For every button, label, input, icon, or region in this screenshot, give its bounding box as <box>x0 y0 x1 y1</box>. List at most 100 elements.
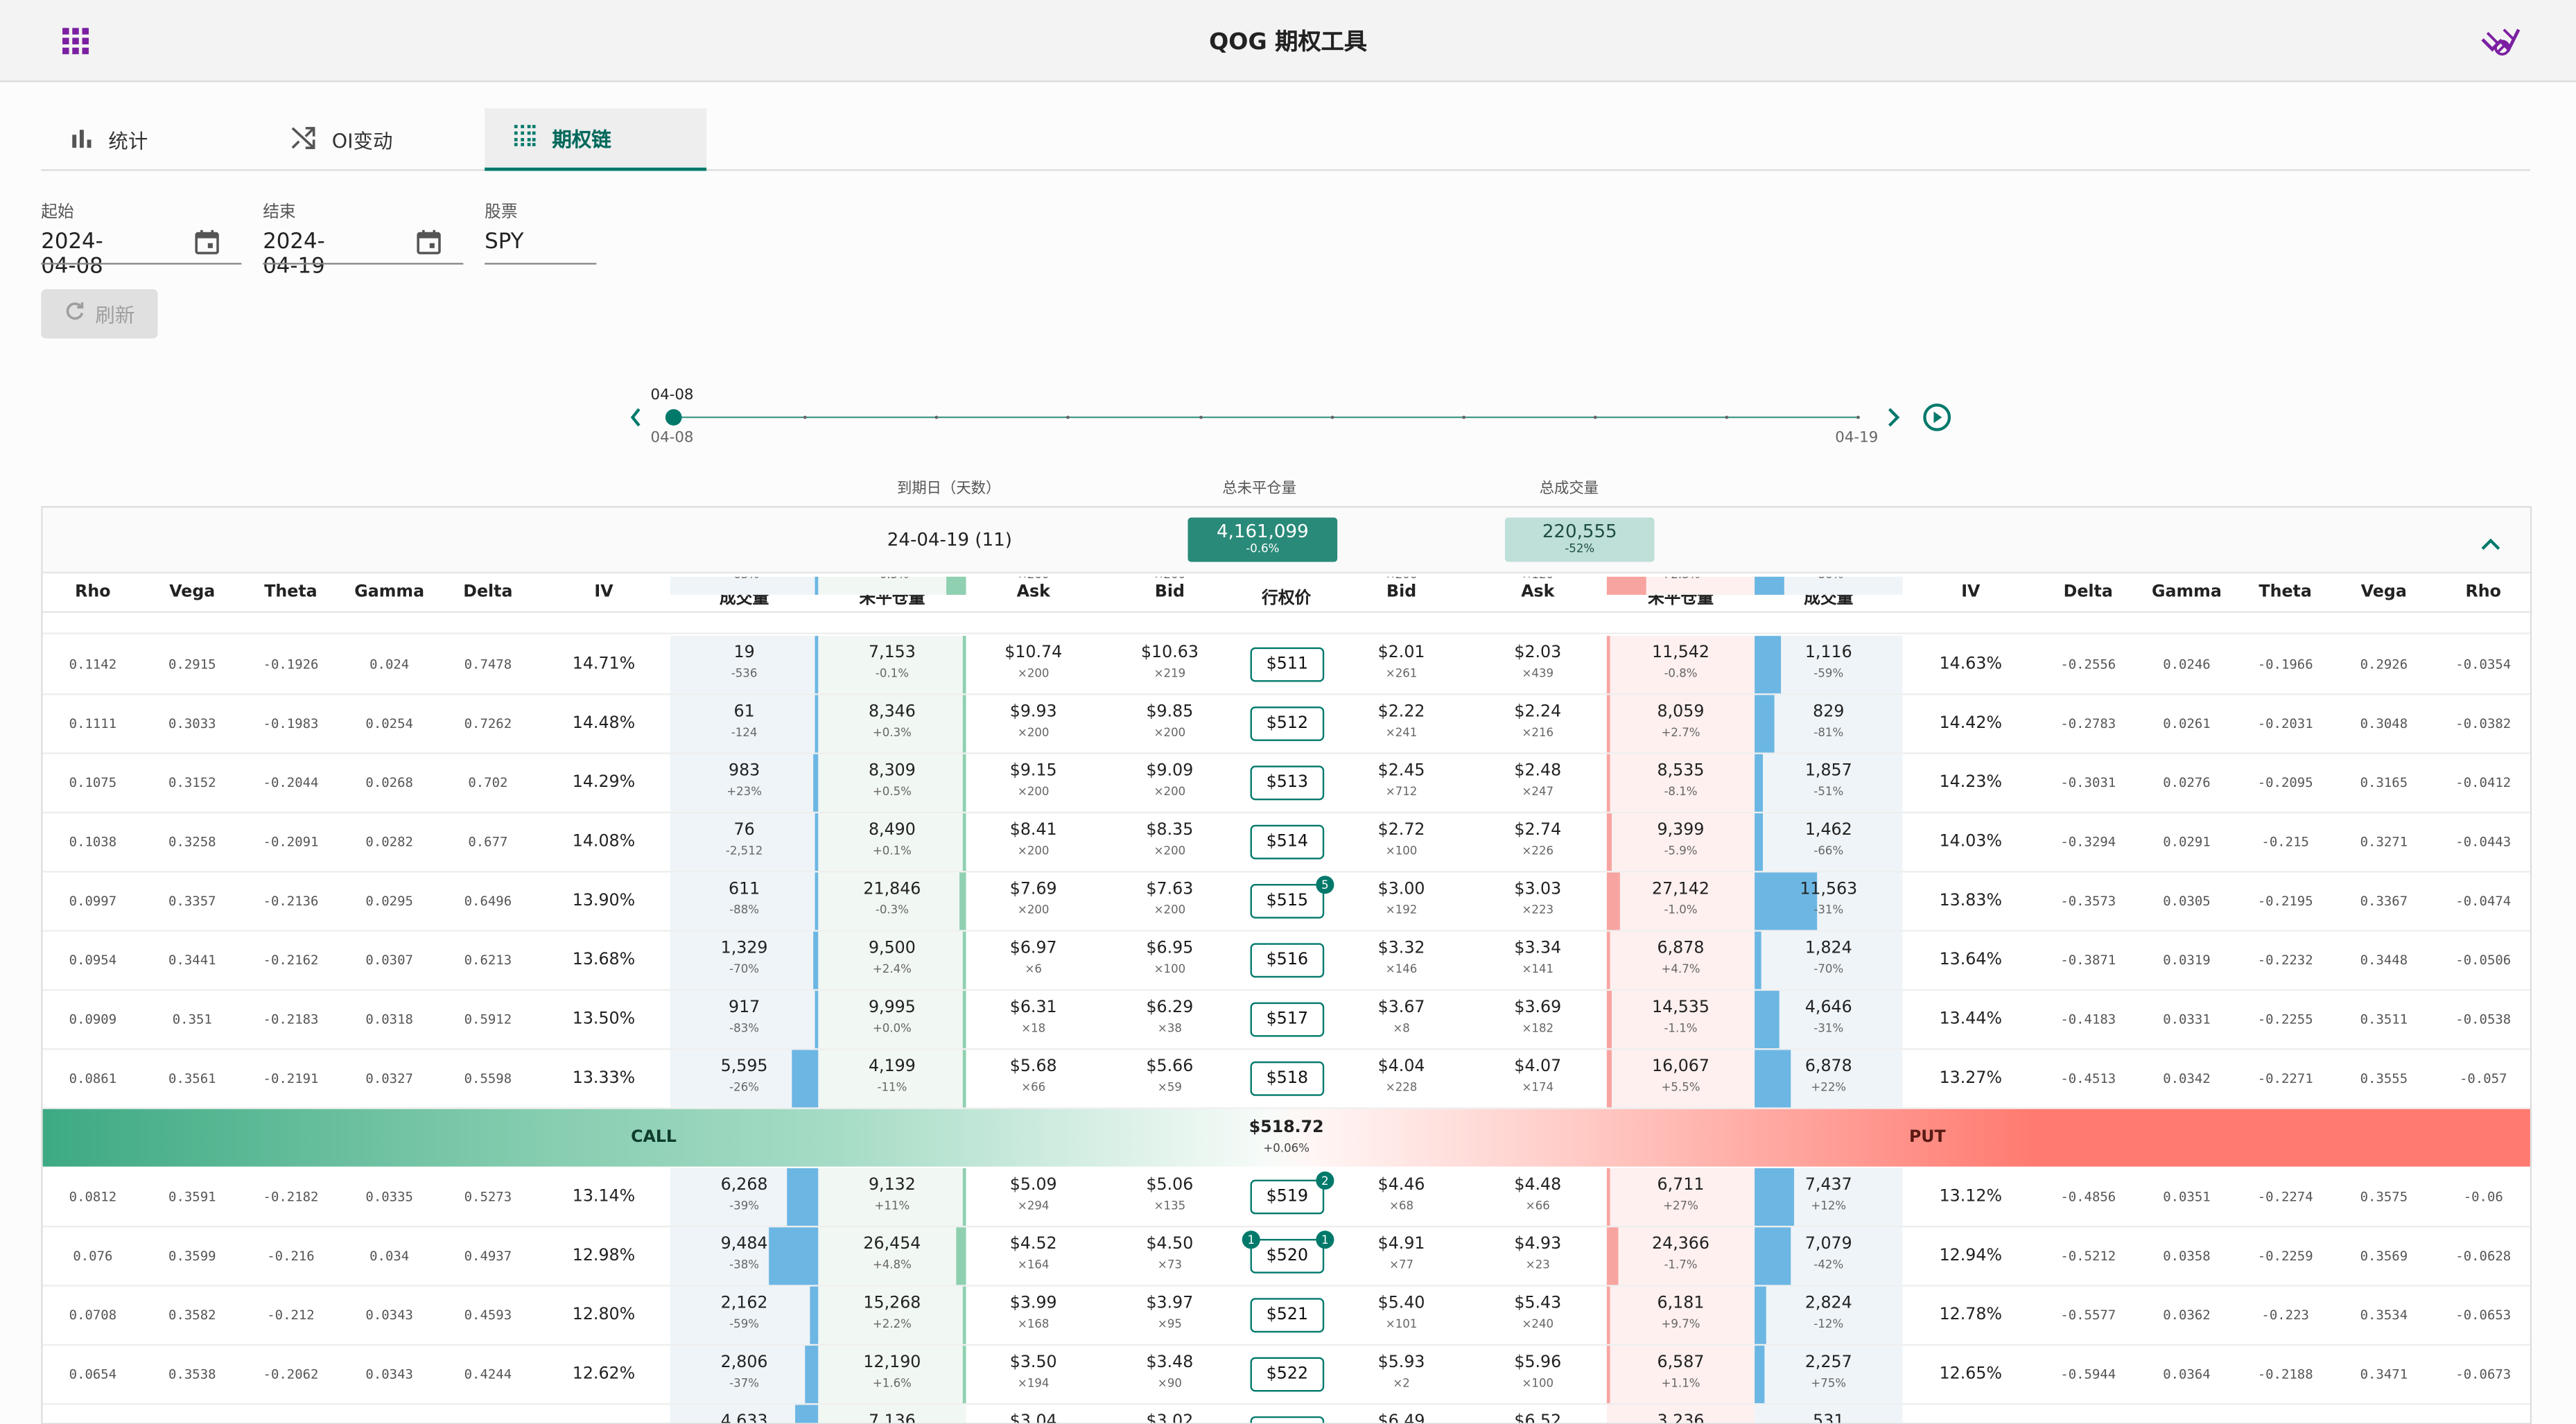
chain-row[interactable]: 0.0954 0.3441 -0.2162 0.0307 0.6213 13.68% 1,3… <box>42 931 2530 991</box>
chain-row-partial[interactable]: 4,633 7,136 $3.04 $3.02 $6.49 $6.52 3,236 531 <box>43 1405 2530 1424</box>
strike-button[interactable]: $522 <box>1250 1357 1325 1392</box>
call-delta: 0.702 <box>468 775 508 790</box>
put-delta: -0.3871 <box>2060 953 2116 968</box>
call-oi-change: +4.8% <box>872 1258 912 1272</box>
put-bid: $3.67 <box>1377 998 1425 1018</box>
slider-current-label: 04-08 <box>650 388 694 405</box>
put-oi-change: +1.1% <box>1661 1377 1700 1391</box>
date-slider[interactable]: 04-08 04-08 04-19 <box>625 378 1972 460</box>
total-volume-change: -52% <box>1565 542 1595 556</box>
prev-arrow-icon[interactable] <box>630 408 641 427</box>
strike-button[interactable]: $516 <box>1250 943 1325 978</box>
call-ask-size: ×200 <box>1017 667 1050 681</box>
chain-row[interactable]: 0.0909 0.351 -0.2183 0.0318 0.5912 13.50% 917 -… <box>42 991 2530 1050</box>
collapse-chevron-icon[interactable] <box>2481 528 2500 559</box>
call-oi-cell-bg <box>818 1405 966 1423</box>
slider-min-label: 04-08 <box>650 430 694 447</box>
chain-row[interactable]: 0.1111 0.3033 -0.1983 0.0254 0.7262 14.48% 61 -… <box>42 695 2530 754</box>
strike-button[interactable]: $521 <box>1250 1298 1325 1333</box>
call-oi-bar <box>962 1286 966 1344</box>
call-iv: 12.80% <box>572 1306 636 1325</box>
strike-button[interactable]: $515 <box>1250 884 1325 919</box>
put-oi-change: +27% <box>1663 1199 1698 1213</box>
strike-button[interactable]: $513 <box>1250 765 1325 801</box>
tab-option-chain[interactable]: 期权链 <box>485 108 707 171</box>
strike-button[interactable]: $518 <box>1250 1061 1325 1096</box>
calendar-icon[interactable] <box>194 228 220 261</box>
call-gamma: 0.0335 <box>365 1189 413 1205</box>
call-oi-cell-bg <box>818 1346 966 1403</box>
chain-row[interactable]: 0.1075 0.3152 -0.2044 0.0268 0.702 14.29% 983 +… <box>42 754 2530 814</box>
start-date-input[interactable]: 2024-04-08 <box>41 229 103 279</box>
chain-row[interactable]: 0.0997 0.3357 -0.2136 0.0295 0.6496 13.90% 611… <box>42 872 2530 932</box>
strike-button[interactable]: $512 <box>1250 706 1325 741</box>
put-bid-size: ×100 <box>1385 844 1418 858</box>
chain-row[interactable]: 0.1038 0.3258 -0.2091 0.0282 0.677 14.08% 76 -2… <box>42 813 2530 873</box>
call-bid-size: ×73 <box>1157 1258 1182 1272</box>
call-volume: 917 <box>728 998 760 1018</box>
refresh-button[interactable]: 刷新 <box>41 289 158 339</box>
next-arrow-icon[interactable] <box>1888 408 1900 427</box>
put-rho: -0.0412 <box>2455 775 2512 790</box>
apps-grid-icon[interactable] <box>62 28 89 55</box>
put-volume: 1,462 <box>1804 822 1852 840</box>
strike-button[interactable]: $514 <box>1250 824 1325 860</box>
end-date-field[interactable]: 结束 2024-04-19 <box>263 197 464 279</box>
strike-button[interactable]: $520 <box>1250 1238 1325 1274</box>
chain-row[interactable]: 0.0812 0.3591 -0.2182 0.0335 0.5273 13.14% 6,2… <box>42 1168 2530 1228</box>
call-ask-size: ×200 <box>1017 844 1050 858</box>
strike-button[interactable]: $511 <box>1250 647 1325 682</box>
end-date-input[interactable]: 2024-04-19 <box>263 229 325 279</box>
call-oi-bar <box>962 695 966 753</box>
shuffle-icon <box>290 125 315 153</box>
call-volume: 9,484 <box>720 1235 768 1254</box>
call-open-interest: 7,153 <box>868 644 916 663</box>
calendar-icon[interactable] <box>416 228 442 261</box>
tab-label: 统计 <box>108 129 148 153</box>
put-theta: -0.215 <box>2261 834 2309 850</box>
put-ask-size: ×141 <box>1522 962 1554 976</box>
put-volume-bar <box>1755 1168 1795 1226</box>
call-bid-size: ×200 <box>1154 726 1186 740</box>
slider-thumb[interactable] <box>665 409 682 426</box>
chain-row-partial[interactable]: -63%-0.5%×200×200×206×120+2.3%-86% <box>42 576 2530 634</box>
call-ask: $8.41 <box>1009 822 1057 840</box>
put-rho: -0.0354 <box>2455 657 2512 672</box>
put-bid: $2.72 <box>1377 822 1425 840</box>
expiry-summary-row[interactable]: 24-04-19 (11) 4,161,099 -0.6% 220,555 -5… <box>42 507 2530 574</box>
strike-button[interactable] <box>1250 1416 1325 1423</box>
strike-button[interactable]: $517 <box>1250 1002 1325 1037</box>
chain-row[interactable]: 0.0708 0.3582 -0.212 0.0343 0.4593 12.80% 2,16… <box>42 1286 2530 1346</box>
tab-label: 期权链 <box>552 127 611 150</box>
put-delta: -0.4856 <box>2060 1189 2116 1205</box>
col-iv-header: IV <box>1961 583 1981 602</box>
chain-row[interactable]: 0.0861 0.3561 -0.2191 0.0327 0.5598 13.33% 5,5… <box>42 1050 2530 1109</box>
call-oi-change: +2.4% <box>872 962 912 976</box>
call-bid: $5.66 <box>1146 1058 1194 1077</box>
put-volume-bar <box>1755 872 1817 930</box>
ticker-field[interactable]: 股票 SPY <box>485 197 597 265</box>
call-volume-change: -59% <box>729 1317 760 1331</box>
play-icon[interactable] <box>1923 403 1951 431</box>
tab-statistics[interactable]: 统计 <box>41 108 263 171</box>
call-volume: 1,329 <box>720 939 768 958</box>
call-gamma: 0.0343 <box>365 1366 413 1382</box>
chain-row[interactable]: 0.0654 0.3538 -0.2062 0.0343 0.4244 12.62% 2,8… <box>42 1346 2530 1405</box>
put-theta: -0.2255 <box>2257 1011 2313 1027</box>
put-iv: 13.44% <box>1939 1010 2002 1029</box>
strike-button[interactable]: $519 <box>1250 1179 1325 1215</box>
call-ask: $9.93 <box>1009 703 1057 722</box>
chain-row[interactable]: 0.1142 0.2915 -0.1926 0.024 0.7478 14.71% 19 -5… <box>42 636 2530 695</box>
put-open-interest: 3,236 <box>1657 1413 1705 1424</box>
put-oi-cell-bg <box>1606 695 1755 753</box>
ticker-input[interactable]: SPY <box>485 229 524 255</box>
call-vega: 0.3357 <box>168 894 216 909</box>
strike-badge: 5 <box>1316 876 1334 894</box>
tab-oi-change[interactable]: OI变动 <box>263 108 485 171</box>
put-volume-bar <box>1755 1227 1791 1285</box>
call-vega: 0.3441 <box>168 953 216 968</box>
start-date-field[interactable]: 起始 2024-04-08 <box>41 197 242 279</box>
put-bid: $5.40 <box>1377 1294 1425 1313</box>
chain-row[interactable]: 0.076 0.3599 -0.216 0.034 0.4937 12.98% 9,484 -… <box>42 1227 2530 1287</box>
call-bid: $3.02 <box>1146 1413 1194 1424</box>
